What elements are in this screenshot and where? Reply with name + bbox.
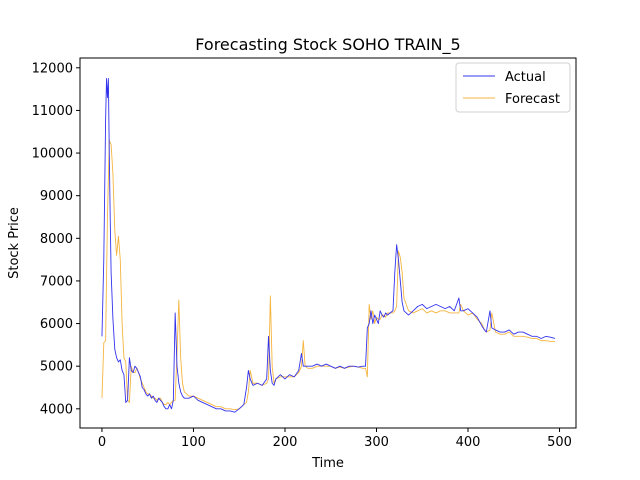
series-line-actual [101, 78, 556, 413]
y-tick-label: 6000 [40, 317, 73, 332]
y-tick-label: 11000 [32, 104, 73, 119]
y-tick-label: 7000 [40, 274, 73, 289]
x-tick-label: 200 [273, 435, 298, 450]
y-tick-label: 9000 [40, 189, 73, 204]
plot-frame [79, 57, 577, 429]
x-axis: 0 100 200 300 400 500 [98, 428, 572, 450]
y-tick-label: 8000 [40, 232, 73, 247]
x-axis-label: Time [311, 456, 344, 471]
y-tick-label: 12000 [32, 61, 73, 76]
plot-area [79, 57, 577, 429]
y-axis-label: Stock Price [7, 207, 22, 279]
x-tick-label: 300 [364, 435, 389, 450]
y-tick-label: 5000 [40, 360, 73, 375]
chart-title: Forecasting Stock SOHO TRAIN_5 [195, 35, 460, 55]
x-tick-label: 100 [181, 435, 206, 450]
legend-box [455, 62, 571, 113]
legend-label-actual: Actual [505, 70, 546, 85]
legend-label-forecast: Forecast [505, 92, 560, 107]
x-tick-label: 0 [98, 435, 106, 450]
y-tick-label: 10000 [32, 147, 73, 162]
x-tick-label: 400 [456, 435, 481, 450]
y-tick-label: 4000 [40, 402, 73, 417]
series-layer [101, 78, 556, 413]
x-tick-label: 500 [547, 435, 572, 450]
y-axis: 4000 5000 6000 7000 8000 9000 10000 11000 12000 [32, 61, 80, 417]
legend: Actual Forecast [455, 62, 571, 113]
series-line-forecast [101, 139, 555, 411]
